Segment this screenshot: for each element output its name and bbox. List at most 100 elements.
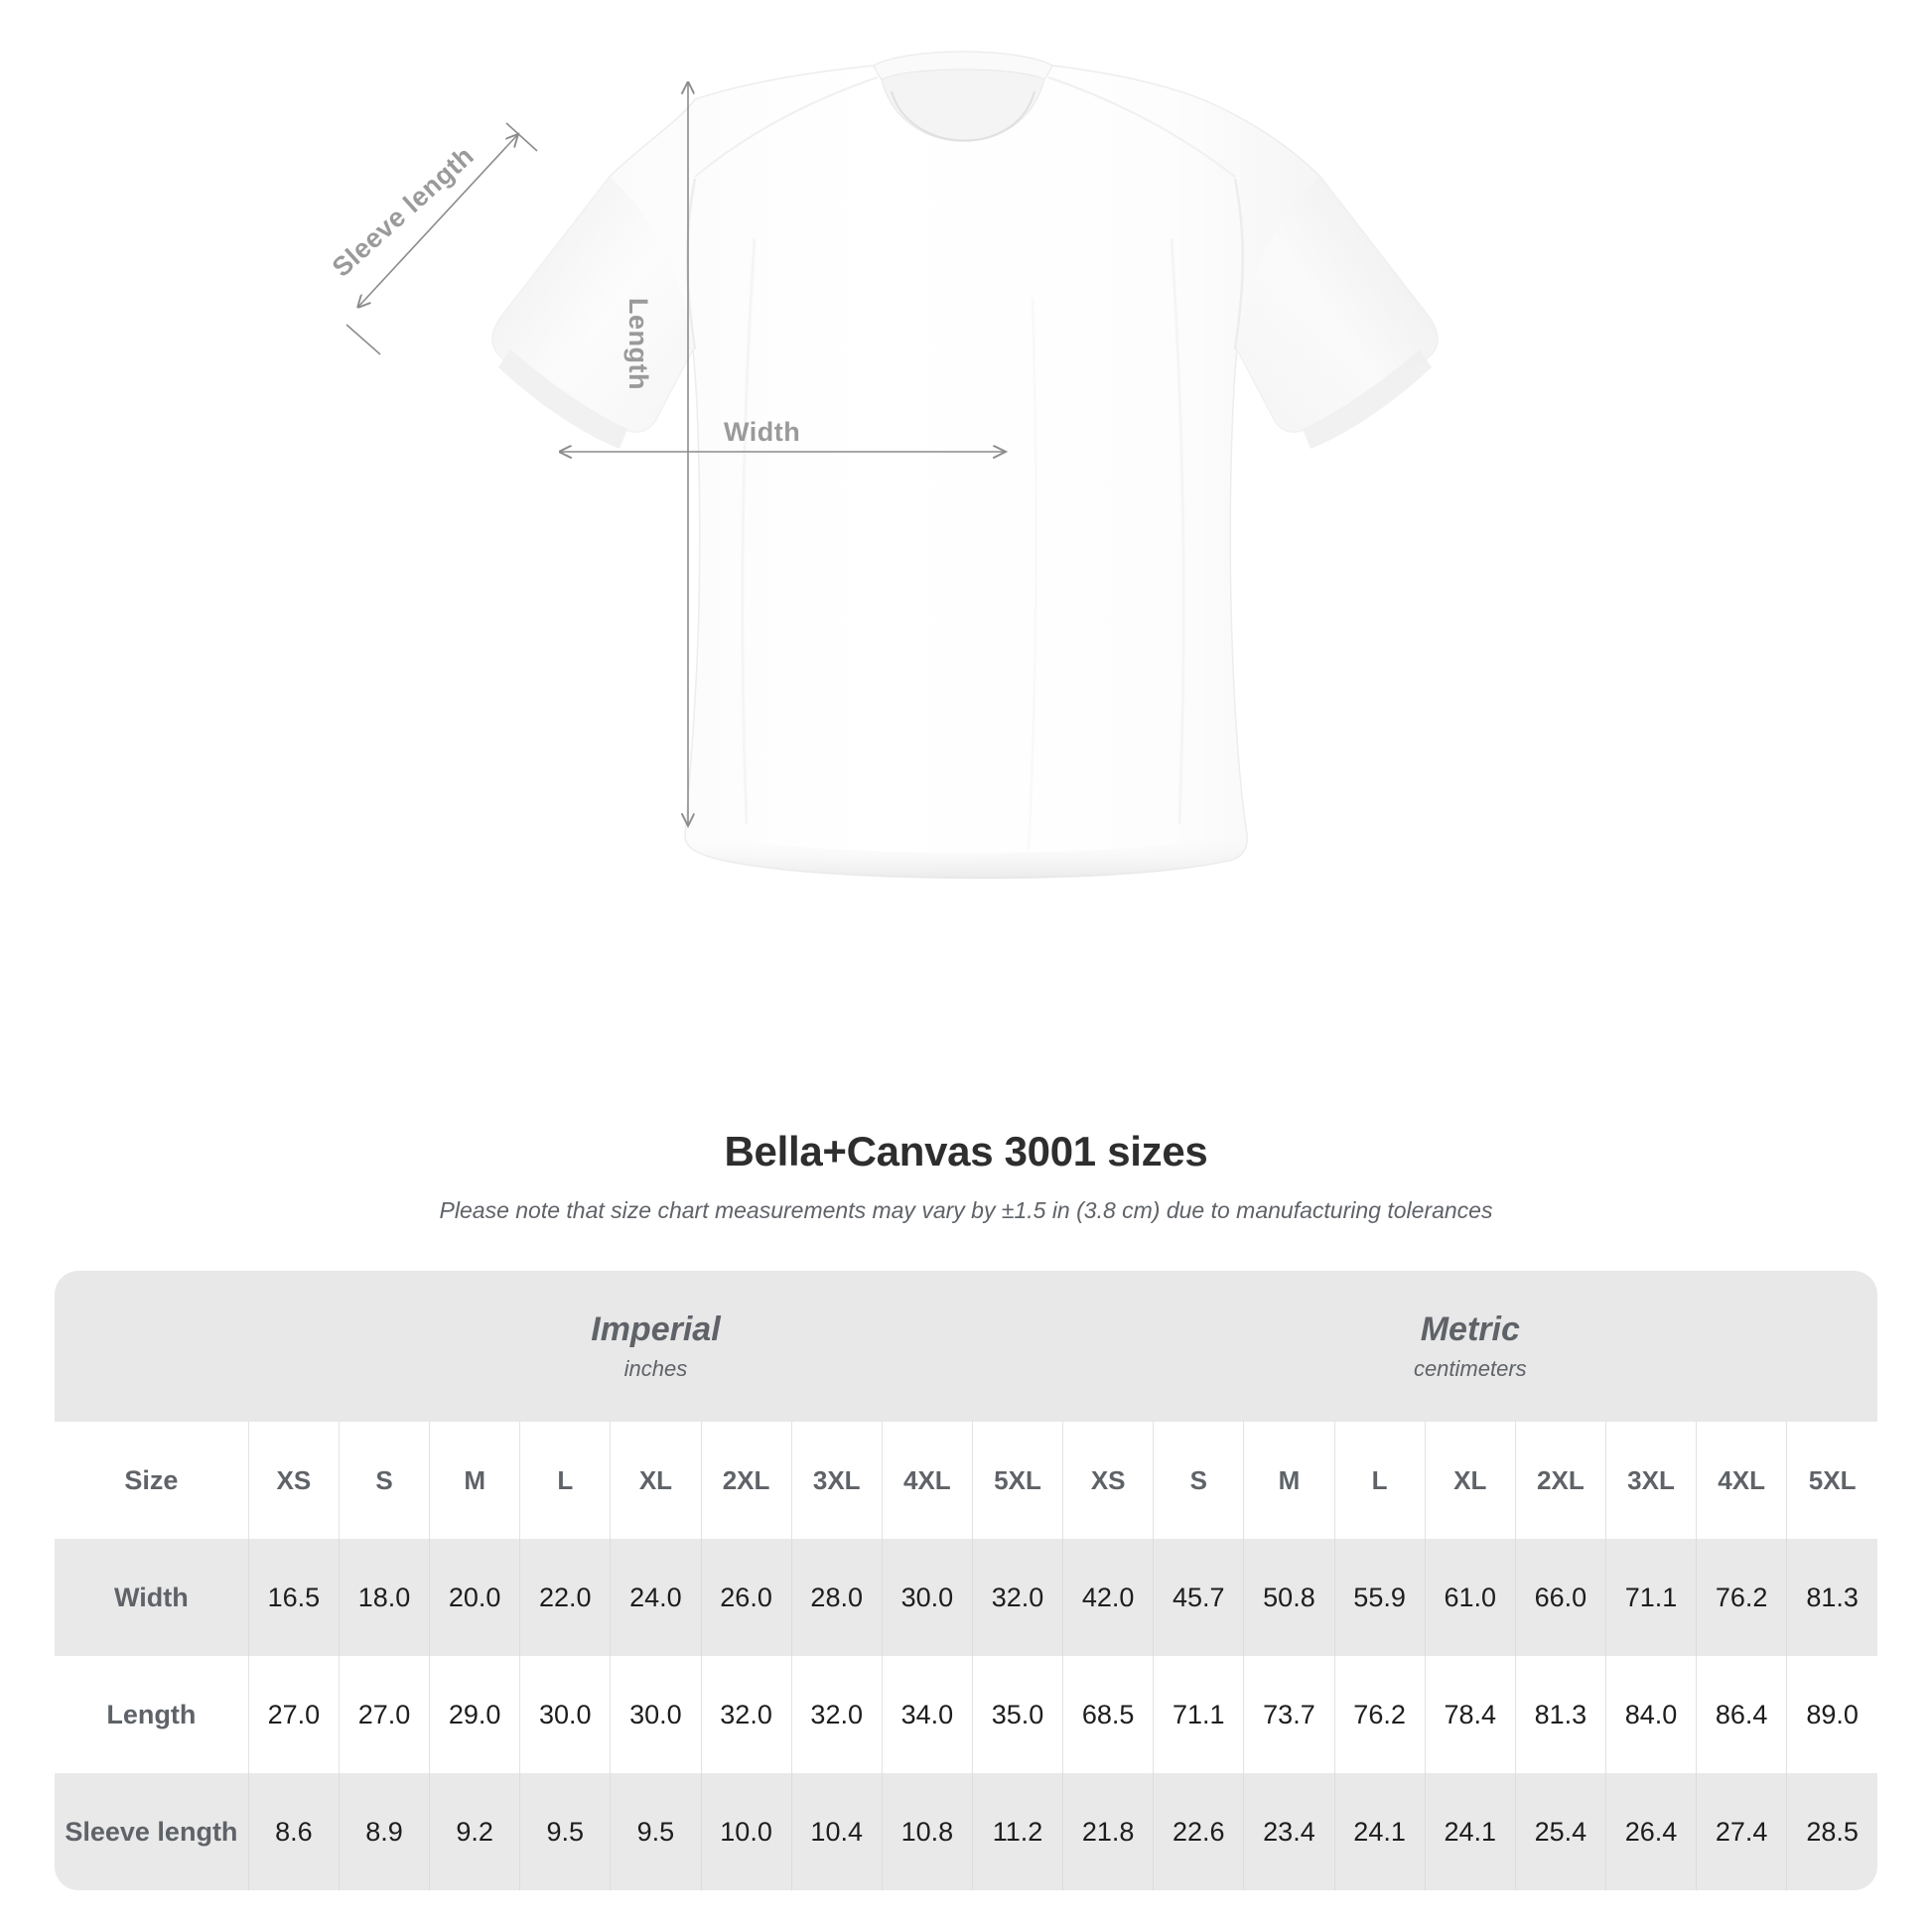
table-cell: 28.5 [1786,1773,1877,1890]
table-cell: 32.0 [971,1539,1063,1656]
table-cell: 45.7 [1153,1539,1244,1656]
table-cell: 81.3 [1514,1656,1606,1773]
fabric-fold-2 [1170,237,1185,825]
tolerance-note: Please note that size chart measurements… [439,1197,1493,1223]
row-label: Width [55,1539,249,1656]
table-row: Length 27.0 27.0 29.0 30.0 30.0 32.0 32.0 34.0 35… [55,1656,1877,1773]
size-header-cell-l-metric: L [1333,1422,1426,1539]
size-header-label: Size [55,1422,249,1539]
size-header-cell-m-imperial: M [429,1422,520,1539]
table-cell: 22.0 [519,1539,611,1656]
size-header-row: Size XS S M L XL 2XL 3XL 4XL 5XL XS S M L XL 2XL 3XL 4XL 5… [55,1422,1877,1539]
size-header-cell-3xl-metric: 3XL [1604,1422,1697,1539]
table-row: Width 16.5 18.0 20.0 22.0 24.0 26.0 28.0 30.0 32.… [55,1539,1877,1656]
unit-group-subtitle: centimeters [1413,1356,1527,1381]
table-cell: 76.2 [1333,1656,1426,1773]
right-armhole-seam [1233,178,1245,350]
right-shoulder-seam [1047,76,1236,178]
table-cell: 76.2 [1696,1539,1787,1656]
table-cell: 25.4 [1514,1773,1606,1890]
table-cell: 32.0 [790,1656,883,1773]
left-shoulder-seam [694,76,879,178]
table-cell: 71.1 [1604,1539,1697,1656]
table-cell: 10.8 [881,1773,973,1890]
table-cell: 9.2 [429,1773,520,1890]
sleeve-ext-upper [505,122,538,152]
size-header-cell-4xl-imperial: 4XL [881,1422,973,1539]
unit-group-name: Metric [1420,1311,1520,1348]
table-cell: 16.5 [247,1539,340,1656]
fabric-fold-3 [1027,297,1037,851]
size-header-cell-2xl-imperial: 2XL [700,1422,792,1539]
sleeve-ext-lower [345,324,381,355]
dimension-lines [345,81,1006,826]
table-cell: 66.0 [1514,1539,1606,1656]
collar-seam [891,90,1035,142]
table-cell: 50.8 [1243,1539,1335,1656]
table-cell: 24.1 [1333,1773,1426,1890]
size-chart-table: Imperial inches Metric centimeters Size XS S M L… [55,1271,1877,1890]
tshirt-illustration: Sleeve length Length Width [327,51,1439,880]
size-header-cell-m-metric: M [1243,1422,1335,1539]
table-cell: 34.0 [881,1656,973,1773]
right-sleeve [1237,177,1438,432]
table-cell: 73.7 [1243,1656,1335,1773]
table-cell: 89.0 [1786,1656,1877,1773]
table-cell: 27.4 [1696,1773,1787,1890]
left-sleeve [492,177,693,432]
size-header-cell-xs-metric: XS [1062,1422,1154,1539]
neck-opening [881,69,1045,142]
unit-header-corner [55,1271,249,1422]
table-cell: 30.0 [881,1539,973,1656]
table-cell: 24.1 [1424,1773,1516,1890]
size-header-cell-xl-imperial: XL [610,1422,701,1539]
table-cell: 27.0 [338,1656,430,1773]
table-cell: 32.0 [700,1656,792,1773]
size-header-cell-5xl-imperial: 5XL [971,1422,1063,1539]
table-cell: 81.3 [1786,1539,1877,1656]
size-header-cell-xl-metric: XL [1424,1422,1516,1539]
width-label: Width [724,417,801,447]
table-cell: 35.0 [971,1656,1063,1773]
fabric-fold-1 [741,237,757,825]
bottom-hem [684,828,1248,880]
unit-group-header: Metric centimeters [1062,1271,1877,1422]
table-cell: 10.0 [700,1773,792,1890]
table-row: Sleeve length 8.6 8.9 9.2 9.5 9.5 10.0 10.4 10.8… [55,1773,1877,1890]
unit-group-name: Imperial [591,1311,721,1348]
size-header-cell-2xl-metric: 2XL [1514,1422,1606,1539]
table-cell: 78.4 [1424,1656,1516,1773]
size-header-cell-s-metric: S [1153,1422,1244,1539]
caption-block: Bella+Canvas 3001 sizes Please note that… [0,1128,1932,1224]
table-cell: 20.0 [429,1539,520,1656]
unit-group-subtitle: inches [623,1356,688,1381]
table-cell: 42.0 [1062,1539,1154,1656]
table-cell: 26.0 [700,1539,792,1656]
table-cell: 29.0 [429,1656,520,1773]
table-cell: 61.0 [1424,1539,1516,1656]
table-cell: 22.6 [1153,1773,1244,1890]
table-cell: 9.5 [610,1773,701,1890]
table-cell: 11.2 [971,1773,1063,1890]
table-cell: 71.1 [1153,1656,1244,1773]
size-header-cell-l-imperial: L [519,1422,611,1539]
table-cell: 9.5 [519,1773,611,1890]
size-chart-table-wrapper: Imperial inches Metric centimeters Size XS S M L… [55,1271,1877,1890]
table-cell: 10.4 [790,1773,883,1890]
table-cell: 27.0 [247,1656,340,1773]
size-header-cell-s-imperial: S [338,1422,430,1539]
table-cell: 55.9 [1333,1539,1426,1656]
size-header-cell-5xl-metric: 5XL [1786,1422,1877,1539]
unit-group-header: Imperial inches [248,1271,1063,1422]
tshirt-garment [491,51,1439,880]
row-label: Length [55,1656,249,1773]
table-cell: 30.0 [610,1656,701,1773]
size-header-cell-4xl-metric: 4XL [1696,1422,1787,1539]
table-cell: 84.0 [1604,1656,1697,1773]
table-cell: 23.4 [1243,1773,1335,1890]
tshirt-body-path [491,65,1439,880]
table-cell: 26.4 [1604,1773,1697,1890]
table-cell: 8.9 [338,1773,430,1890]
table-cell: 86.4 [1696,1656,1787,1773]
page-title: Bella+Canvas 3001 sizes [724,1128,1208,1174]
